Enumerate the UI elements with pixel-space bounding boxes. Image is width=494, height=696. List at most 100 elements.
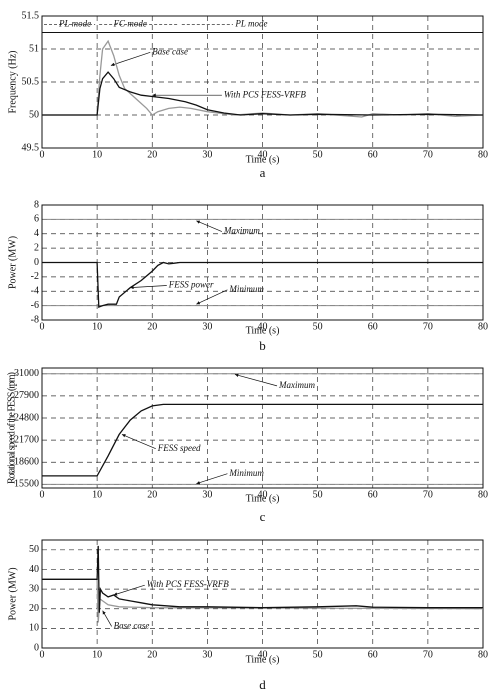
x-tick-label: 70 <box>423 321 433 332</box>
x-axis-label: Time (s) <box>246 154 280 165</box>
annotation-arrow <box>113 584 145 596</box>
x-tick-label: 0 <box>40 321 45 332</box>
y-tick-label: 51.5 <box>22 10 40 21</box>
y-tick-label: -8 <box>31 314 39 325</box>
plot-frame <box>41 539 484 649</box>
y-tick-label: 18600 <box>14 457 39 468</box>
x-axis-label: Time (s) <box>246 493 280 504</box>
series-line <box>42 261 483 309</box>
y-tick-label: 50 <box>29 109 39 120</box>
annotation-arrow <box>121 434 156 450</box>
x-tick-label: 20 <box>147 149 157 160</box>
y-tick-label: 50 <box>29 544 39 555</box>
x-tick-label: 50 <box>313 489 323 500</box>
x-tick-label: 50 <box>313 149 323 160</box>
x-tick-label: 80 <box>478 149 488 160</box>
annotation: PL mode <box>58 19 91 29</box>
annotation-arrow <box>196 289 228 305</box>
annotation: FESS power <box>168 280 214 290</box>
x-tick-label: 80 <box>478 649 488 660</box>
annotation: Base case <box>152 46 188 56</box>
x-tick-label: 40 <box>258 489 268 500</box>
x-tick-label: 80 <box>478 321 488 332</box>
annotation-arrow <box>234 373 278 387</box>
caption: a <box>260 165 266 180</box>
y-tick-label: 0 <box>34 642 39 653</box>
annotation: With PCS FESS-VRFB <box>147 579 229 589</box>
y-tick-label: -4 <box>31 286 39 297</box>
y-axis-label: Frequency (Hz) <box>7 50 18 113</box>
x-tick-label: 30 <box>202 149 212 160</box>
annotation: Minimum <box>228 284 264 294</box>
y-tick-label: 4 <box>34 228 39 239</box>
y-tick-label: 8 <box>34 199 39 210</box>
x-tick-label: 0 <box>40 649 45 660</box>
annotation: Base case <box>114 620 150 630</box>
x-tick-label: 10 <box>92 321 102 332</box>
y-tick-label: 40 <box>29 564 39 575</box>
x-tick-label: 60 <box>368 489 378 500</box>
x-tick-label: 50 <box>313 649 323 660</box>
annotation-arrow <box>196 473 228 485</box>
x-tick-label: 40 <box>258 149 268 160</box>
x-tick-label: 10 <box>92 149 102 160</box>
x-tick-label: 30 <box>202 489 212 500</box>
y-tick-label: 6 <box>34 214 39 225</box>
y-tick-label: 51 <box>29 43 39 54</box>
panel: 0 10 20 30 40 50 60 70 80 49.5 50 50.5 51 51.5 PL mode… <box>7 10 488 180</box>
panel: 0 10 20 30 40 50 60 70 80 -8 -6 -4 -2 0 2 4 6 8 Maximum Min… <box>7 199 488 353</box>
plot-frame <box>41 15 484 149</box>
annotation-arrow <box>102 610 112 627</box>
annotation: FC mode <box>113 19 147 29</box>
y-tick-label: 10 <box>29 623 39 634</box>
y-axis-label: Power (MW) <box>7 567 18 620</box>
x-tick-label: 0 <box>40 149 45 160</box>
x-tick-label: 60 <box>368 321 378 332</box>
x-tick-label: 20 <box>147 321 157 332</box>
x-tick-label: 30 <box>202 649 212 660</box>
annotation: Maximum <box>278 380 315 390</box>
x-tick-label: 70 <box>423 649 433 660</box>
y-tick-label: 15500 <box>14 479 39 490</box>
x-tick-label: 20 <box>147 649 157 660</box>
caption: b <box>259 338 266 353</box>
y-axis-label: Rotational speed of the FESS (rpm) <box>6 372 17 484</box>
y-tick-label: 20 <box>29 603 39 614</box>
panel: 0 10 20 30 40 50 60 70 80 0 10 20 30 40 50 With PCS FES… <box>7 539 488 692</box>
series-line <box>42 578 484 623</box>
series-line <box>42 403 483 477</box>
annotation: FESS speed <box>157 443 201 453</box>
x-tick-label: 20 <box>147 489 157 500</box>
caption: c <box>260 509 266 524</box>
annotation: PL mode <box>234 19 267 29</box>
caption: d <box>259 677 266 692</box>
x-tick-label: 40 <box>258 649 268 660</box>
x-tick-label: 10 <box>92 489 102 500</box>
annotation-arrow <box>130 285 167 290</box>
x-tick-label: 70 <box>423 149 433 160</box>
x-tick-label: 40 <box>258 321 268 332</box>
y-axis-label: Power (MW) <box>7 236 18 289</box>
y-tick-label: 2 <box>34 242 39 253</box>
annotation: With PCS FESS-VRFB <box>224 89 306 99</box>
y-tick-label: 0 <box>34 257 39 268</box>
x-tick-label: 30 <box>202 321 212 332</box>
y-tick-label: -2 <box>31 271 39 282</box>
y-tick-label: 21700 <box>14 434 39 445</box>
x-tick-label: 10 <box>92 649 102 660</box>
x-tick-label: 0 <box>40 489 45 500</box>
plot-frame <box>41 367 484 489</box>
x-tick-label: 80 <box>478 489 488 500</box>
annotation: Maximum <box>223 226 260 236</box>
y-tick-label: 27900 <box>14 390 39 401</box>
x-axis-label: Time (s) <box>246 325 280 336</box>
y-tick-label: 30 <box>29 583 39 594</box>
y-tick-label: 50.5 <box>22 76 40 87</box>
series-line <box>42 71 484 116</box>
annotation-arrow <box>110 51 151 67</box>
y-tick-label: 24800 <box>14 412 39 423</box>
panel: 0 10 20 30 40 50 60 70 80 15500 18600 21700 24800 279… <box>6 367 488 524</box>
x-tick-label: 50 <box>313 321 323 332</box>
x-tick-label: 70 <box>423 489 433 500</box>
